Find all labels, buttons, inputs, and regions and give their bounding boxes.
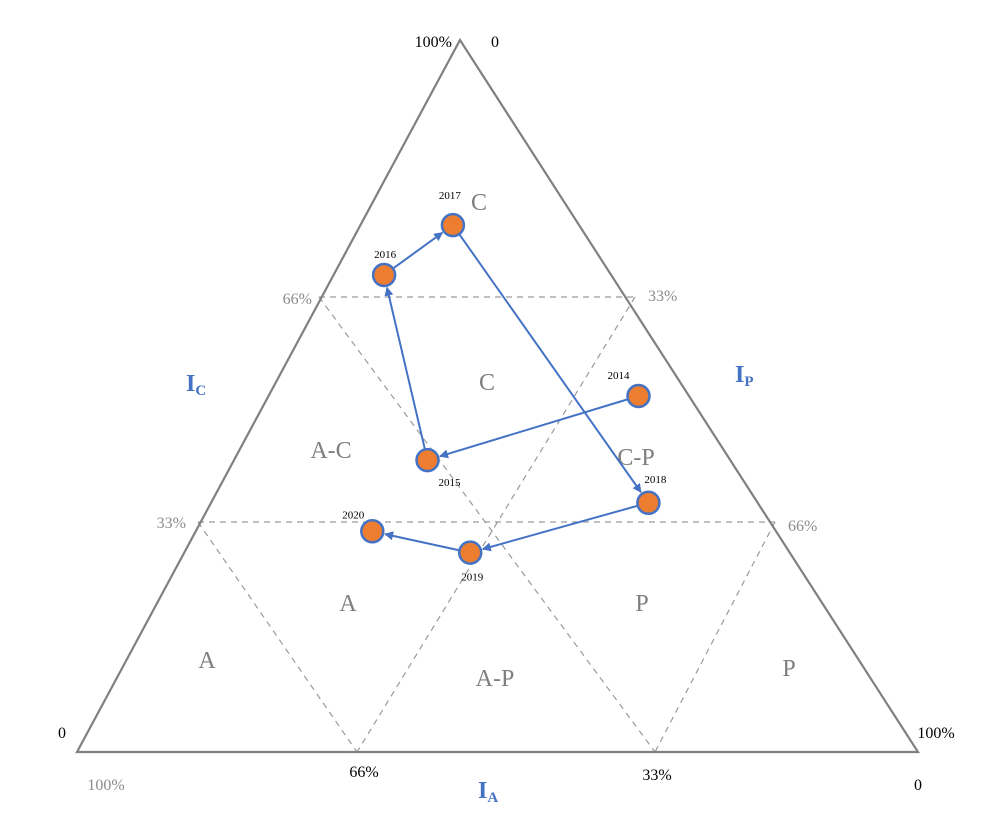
year-label-2015: 2015 (439, 477, 462, 489)
data-point-2019 (457, 540, 483, 565)
left-tick-33: 33% (157, 515, 186, 532)
corner-label-left: 0 (58, 725, 66, 742)
zone-label-c-mid: C (479, 370, 495, 396)
zone-label-a-c: A-C (310, 438, 351, 464)
year-label-2020: 2020 (342, 509, 365, 521)
year-label-2017: 2017 (439, 190, 462, 202)
year-label-2018: 2018 (644, 474, 667, 486)
corner-label-bottom-left: 100% (87, 777, 124, 794)
axis-label-ic-sub: C (195, 383, 206, 399)
year-label-2019: 2019 (461, 572, 484, 584)
data-point-2018 (636, 490, 661, 516)
arrow-2016-2017 (393, 231, 444, 269)
axis-names: IC IP IA (186, 362, 754, 806)
data-point-2016 (371, 262, 397, 288)
right-tick-33: 33% (648, 288, 677, 305)
data-point-2020 (360, 519, 385, 544)
tick-labels: 100% 0 66% 33% 33% 66% 0 100% 100% 66% 3… (58, 34, 955, 794)
arrow-2018-2019 (481, 505, 638, 552)
grid-line-ia-66 (654, 521, 776, 753)
bottom-tick-33: 33% (642, 767, 671, 784)
arrow-2019-2020 (384, 531, 459, 552)
zone-label-a-corner: A (198, 648, 216, 674)
data-point-2014 (626, 383, 651, 409)
year-label-2016: 2016 (374, 249, 397, 261)
corner-label-right-top: 100% (917, 725, 954, 742)
corner-label-top-right: 0 (491, 34, 499, 51)
axis-label-ia: IA (478, 778, 498, 806)
year-label-2014: 2014 (608, 370, 631, 382)
corner-label-bottom-right: 0 (914, 777, 922, 794)
axis-label-ic: IC (186, 371, 206, 399)
grid-line-ia-33 (356, 296, 636, 753)
year-labels: 2014 2015 2016 2017 2018 2019 2020 (342, 190, 667, 583)
bottom-tick-66: 66% (349, 764, 378, 781)
zone-label-a-mid: A (339, 591, 357, 617)
corner-label-top-left: 100% (415, 34, 452, 51)
axis-label-ip-sub: P (744, 374, 753, 390)
ternary-triangle (75, 37, 921, 754)
zone-label-p-mid: P (635, 591, 648, 617)
zone-labels: C C A-C C-P A P A A-P P (198, 190, 795, 692)
data-points (360, 212, 661, 565)
data-point-2015 (415, 447, 440, 473)
axis-label-ip-main: I (735, 362, 744, 388)
zone-label-c-top: C (471, 190, 487, 216)
axis-label-ia-main: I (478, 778, 487, 804)
axis-label-ip: IP (735, 362, 754, 390)
grid-lines (197, 296, 776, 753)
trajectory-arrows (384, 231, 642, 552)
axis-label-ic-main: I (186, 371, 195, 397)
arrow-2017-2018 (458, 234, 642, 493)
left-tick-66: 66% (283, 291, 312, 308)
zone-label-a-p: A-P (476, 666, 515, 692)
zone-label-p-corner: P (782, 656, 795, 682)
arrow-2014-2015 (439, 398, 628, 459)
grid-line-ip-66 (197, 521, 358, 753)
arrow-2015-2016 (384, 286, 426, 449)
axis-label-ia-sub: A (487, 790, 498, 806)
data-point-2017 (440, 212, 466, 238)
right-tick-66: 66% (788, 518, 817, 535)
